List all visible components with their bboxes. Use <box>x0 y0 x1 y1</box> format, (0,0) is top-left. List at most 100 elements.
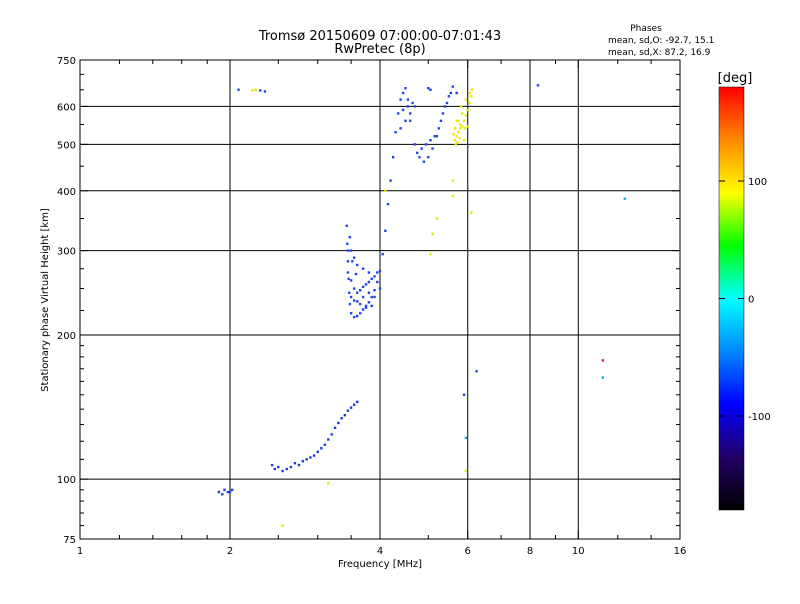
data-point <box>433 134 436 138</box>
data-point <box>429 139 432 142</box>
data-point <box>435 134 438 138</box>
data-point <box>429 252 432 256</box>
data-point <box>445 101 449 105</box>
x-tick-label: 4 <box>377 546 383 557</box>
grid-lines <box>80 60 680 539</box>
x-tick-label: 8 <box>527 546 533 557</box>
data-point <box>447 95 451 98</box>
data-point <box>462 119 466 122</box>
data-point <box>364 304 368 308</box>
data-point <box>349 312 353 315</box>
data-point <box>461 125 464 128</box>
data-point <box>376 280 379 284</box>
data-point <box>355 291 359 294</box>
data-point <box>320 447 323 450</box>
data-point <box>330 433 333 436</box>
data-point <box>455 91 458 95</box>
data-point <box>409 119 412 122</box>
colorbar-tick-label: 100 <box>748 177 767 188</box>
data-point <box>427 86 430 90</box>
x-tick-labels: 1 2 4 6 8 10 16 <box>77 546 687 557</box>
data-point <box>386 202 390 206</box>
data-point <box>391 156 395 159</box>
y-tick-label: 200 <box>57 331 76 342</box>
data-point <box>355 263 359 267</box>
colorbar-ticks: 100 0 -100 <box>719 177 771 423</box>
colorbar: [deg] 100 0 -100 <box>718 71 771 511</box>
data-point <box>221 493 224 496</box>
data-point <box>384 229 387 232</box>
data-point <box>358 302 362 306</box>
data-point <box>370 277 373 280</box>
data-point <box>470 88 474 91</box>
data-point <box>396 112 400 115</box>
data-point <box>327 482 330 485</box>
data-point <box>463 127 467 130</box>
data-point <box>468 91 471 95</box>
data-point <box>312 454 316 457</box>
y-tick-label: 400 <box>57 187 76 198</box>
y-tick-label: 500 <box>57 140 76 151</box>
data-point <box>413 143 417 146</box>
data-point <box>429 88 432 91</box>
data-point <box>464 469 468 473</box>
data-point <box>285 467 288 471</box>
data-point <box>452 132 455 136</box>
data-point <box>420 147 423 150</box>
data-point <box>453 139 456 142</box>
data-point <box>361 267 365 270</box>
colorbar-label: [deg] <box>718 71 753 86</box>
plot-area <box>79 59 681 540</box>
data-point <box>367 271 371 274</box>
data-point <box>293 461 297 465</box>
data-point <box>337 421 340 425</box>
data-point <box>367 301 371 304</box>
data-point <box>355 314 359 318</box>
data-point <box>301 460 305 463</box>
data-point <box>251 89 254 92</box>
data-point <box>364 306 368 309</box>
data-point <box>281 469 284 473</box>
data-point <box>418 156 421 159</box>
data-point <box>349 295 353 299</box>
data-point <box>263 90 267 93</box>
data-points <box>217 84 627 527</box>
data-point <box>462 139 466 142</box>
x-tick-label: 2 <box>227 546 233 557</box>
data-point <box>437 127 441 130</box>
data-point <box>406 105 410 108</box>
legend-title: Phases <box>630 24 662 34</box>
data-point <box>361 285 365 289</box>
x-tick-label: 16 <box>674 546 687 557</box>
data-point <box>424 143 428 146</box>
data-point <box>623 197 627 200</box>
data-point <box>259 89 262 92</box>
legend-line-x: mean, sd,X: 87.2, 16.9 <box>608 48 711 58</box>
data-point <box>422 160 426 163</box>
data-point <box>364 283 368 286</box>
data-point <box>413 105 417 108</box>
data-point <box>289 465 293 469</box>
data-point <box>457 131 460 134</box>
data-point <box>226 490 230 494</box>
data-point <box>373 275 376 278</box>
data-point <box>404 119 407 122</box>
data-point <box>354 272 358 276</box>
data-point <box>415 151 419 155</box>
data-point <box>455 119 458 122</box>
data-point <box>348 302 352 306</box>
data-point <box>333 426 337 430</box>
data-point <box>367 280 371 284</box>
data-point <box>389 179 392 182</box>
data-point <box>601 376 605 379</box>
data-point <box>297 463 301 467</box>
data-point <box>468 101 471 105</box>
chart-subtitle: RwPretec (8p) <box>334 42 425 57</box>
data-point <box>475 370 478 373</box>
chart-title: Tromsø 20150609 07:00:00-07:01:43 <box>258 29 501 44</box>
data-point <box>464 436 468 439</box>
colorbar-tick-label: 0 <box>748 295 754 306</box>
data-point <box>401 108 405 112</box>
data-point <box>451 85 455 88</box>
